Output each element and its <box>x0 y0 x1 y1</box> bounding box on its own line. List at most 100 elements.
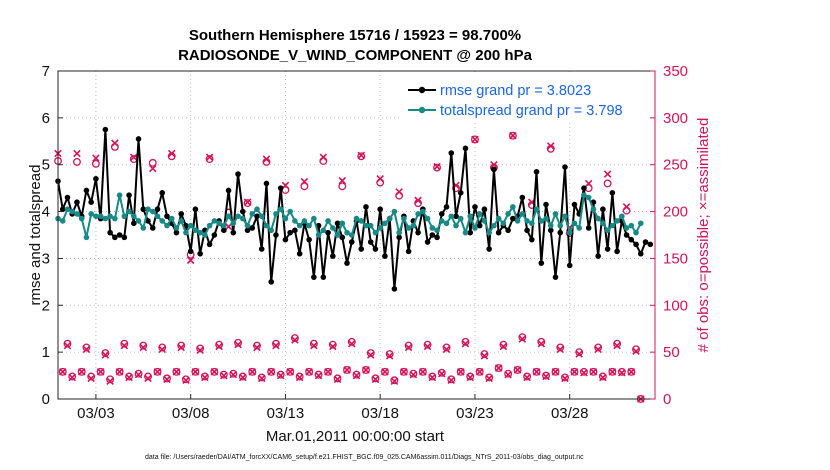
y2-tick-label: 100 <box>663 297 688 314</box>
rmse-point <box>405 248 412 255</box>
assimilated-obs-marker <box>267 368 275 376</box>
rmse-point <box>642 239 649 245</box>
possible-obs-marker <box>542 371 550 380</box>
assimilated-obs-marker <box>77 368 86 376</box>
totalspread-point <box>363 222 369 229</box>
totalspread-point <box>382 220 388 227</box>
possible-obs-marker <box>409 369 418 378</box>
possible-obs-marker <box>589 367 598 376</box>
assimilated-obs-marker <box>499 342 508 351</box>
rmse-point <box>230 229 237 236</box>
assimilated-obs-marker <box>305 368 313 376</box>
totalspread-point <box>519 211 526 217</box>
rmse-point <box>135 136 142 142</box>
possible-obs-marker <box>338 182 347 191</box>
legend-spread-marker <box>418 106 426 114</box>
totalspread-point <box>505 211 511 217</box>
totalspread-point <box>628 222 635 229</box>
totalspread-point <box>239 215 246 222</box>
possible-obs-marker <box>148 158 157 167</box>
totalspread-point <box>529 220 535 227</box>
totalspread-point <box>386 215 393 222</box>
assimilated-obs-marker <box>599 373 607 382</box>
possible-obs-marker <box>499 340 508 349</box>
assimilated-obs-marker <box>485 374 493 383</box>
rmse-point <box>486 246 492 252</box>
possible-obs-marker <box>447 375 456 384</box>
rmse-point <box>443 204 450 210</box>
rmse-point <box>102 126 109 133</box>
totalspread-point <box>258 213 265 220</box>
totalspread-point <box>235 213 241 220</box>
possible-obs-marker <box>200 372 209 381</box>
totalspread-point <box>97 213 104 220</box>
rmse-point <box>595 253 601 259</box>
possible-obs-marker <box>352 370 361 379</box>
assimilated-obs-marker <box>366 351 375 359</box>
rmse-point <box>74 199 80 205</box>
rmse-point <box>581 185 587 191</box>
totalspread-point <box>306 222 312 229</box>
totalspread-point <box>64 206 71 213</box>
totalspread-point <box>538 218 545 224</box>
chart-title: Southern Hemisphere 15716 / 15923 = 98.7… <box>189 27 521 44</box>
assimilated-obs-marker <box>480 352 489 360</box>
totalspread-point <box>595 215 601 222</box>
assimilated-obs-marker <box>513 366 522 374</box>
totalspread-point <box>249 211 256 217</box>
possible-obs-marker <box>504 369 513 378</box>
assimilated-obs-marker <box>196 346 204 355</box>
x-tick-label: 03/28 <box>551 405 589 422</box>
possible-obs-marker <box>390 376 399 385</box>
possible-obs-marker <box>343 365 351 374</box>
totalspread-point <box>197 229 203 236</box>
possible-obs-marker <box>73 157 81 166</box>
totalspread-point <box>93 213 99 220</box>
possible-obs-marker <box>115 367 124 376</box>
rmse-point <box>107 229 113 236</box>
rmse-point <box>614 248 620 255</box>
possible-obs-marker <box>120 339 129 348</box>
rmse-point <box>159 190 166 196</box>
rmse-point <box>623 232 630 238</box>
rmse-point <box>59 206 66 213</box>
rmse-point <box>277 185 284 191</box>
assimilated-obs-marker <box>68 373 76 382</box>
rmse-point <box>273 232 279 238</box>
rmse-point <box>372 246 379 252</box>
rmse-point <box>192 206 199 213</box>
possible-obs-marker <box>508 131 517 140</box>
possible-obs-marker <box>248 367 257 376</box>
assimilated-obs-marker <box>92 154 100 162</box>
possible-obs-marker <box>328 340 337 349</box>
rmse-point <box>296 250 303 257</box>
possible-obs-marker <box>191 367 200 376</box>
possible-obs-marker <box>96 367 105 376</box>
rmse-point <box>367 239 374 245</box>
assimilated-obs-marker <box>438 369 446 378</box>
rmse-point <box>462 145 469 152</box>
totalspread-point <box>500 220 507 227</box>
assimilated-obs-marker <box>300 177 309 186</box>
assimilated-obs-marker <box>148 164 157 173</box>
plot-area <box>58 71 655 399</box>
totalspread-point <box>401 215 407 222</box>
totalspread-point <box>405 225 412 231</box>
totalspread-point <box>102 215 109 222</box>
rmse-point <box>467 229 474 236</box>
rmse-point <box>325 229 331 236</box>
rmse-point <box>187 248 194 255</box>
totalspread-point <box>112 215 118 222</box>
assimilated-obs-marker <box>205 153 214 161</box>
assimilated-obs-marker <box>494 364 503 372</box>
rmse-point <box>140 206 147 213</box>
totalspread-point <box>619 213 625 220</box>
possible-obs-marker <box>87 372 96 381</box>
rmse-point <box>320 274 327 280</box>
rmse-point <box>249 225 256 231</box>
possible-obs-marker <box>480 350 489 358</box>
possible-obs-marker <box>272 339 280 348</box>
assimilated-obs-marker <box>381 368 389 376</box>
totalspread-point <box>211 218 218 224</box>
